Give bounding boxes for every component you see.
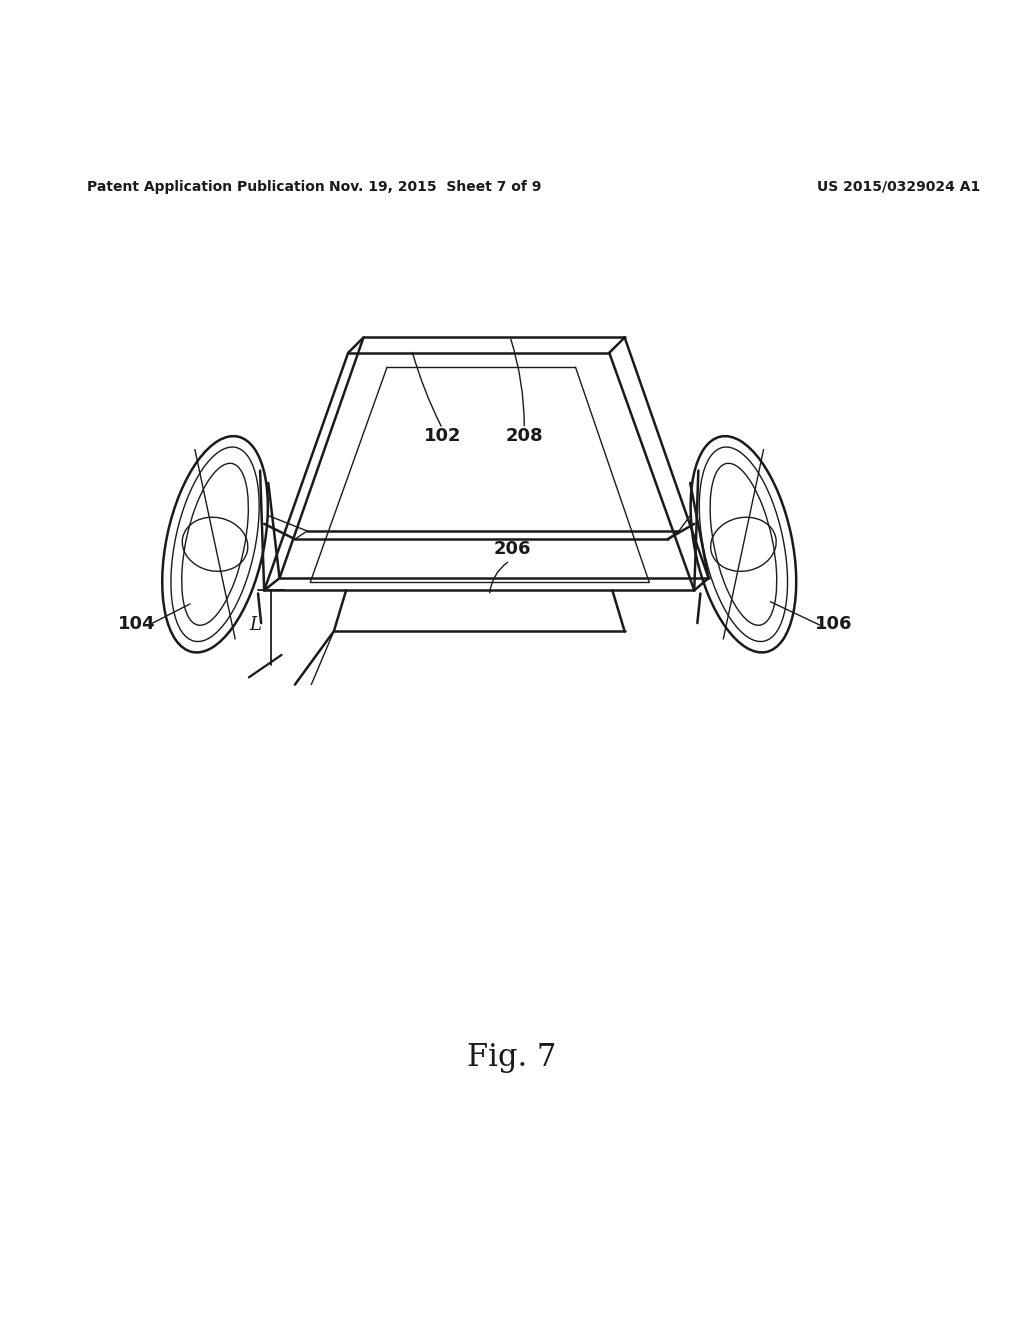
Text: L: L [249, 615, 261, 634]
Text: 208: 208 [506, 426, 543, 445]
Text: US 2015/0329024 A1: US 2015/0329024 A1 [817, 180, 981, 194]
Text: Fig. 7: Fig. 7 [467, 1041, 557, 1073]
Text: Nov. 19, 2015  Sheet 7 of 9: Nov. 19, 2015 Sheet 7 of 9 [329, 180, 542, 194]
Text: 206: 206 [494, 540, 530, 557]
Text: 106: 106 [815, 615, 852, 634]
Text: Patent Application Publication: Patent Application Publication [87, 180, 325, 194]
Text: 104: 104 [118, 615, 155, 634]
Text: 102: 102 [424, 426, 461, 445]
